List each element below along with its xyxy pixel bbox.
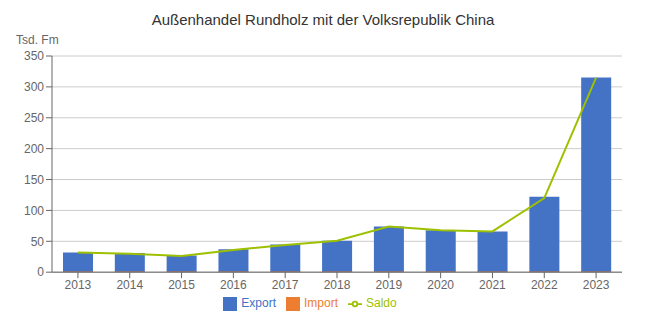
html-text:Außenhandel Rundholz mit der V: Außenhandel Rundholz mit der Volksrepubl…	[151, 11, 495, 28]
html-text:Import: Import	[304, 296, 338, 311]
svg-text:200: 200	[24, 142, 44, 156]
svg-text:2017: 2017	[272, 278, 299, 292]
svg-text:2015: 2015	[168, 278, 195, 292]
svg-text:250: 250	[24, 111, 44, 125]
html-text:Export: Export	[241, 296, 276, 311]
html-text:Tsd. Fm: Tsd. Fm	[16, 33, 59, 47]
svg-text:50: 50	[31, 235, 45, 249]
svg-text:2021: 2021	[479, 278, 506, 292]
svg-text:100: 100	[24, 204, 44, 218]
svg-text:2019: 2019	[375, 278, 402, 292]
svg-text:2022: 2022	[531, 278, 558, 292]
html-text:Saldo: Saldo	[366, 296, 397, 311]
svg-text:150: 150	[24, 173, 44, 187]
svg-text:2020: 2020	[427, 278, 454, 292]
svg-text:2016: 2016	[220, 278, 247, 292]
svg-text:2018: 2018	[324, 278, 351, 292]
svg-text:350: 350	[24, 49, 44, 63]
svg-text:2014: 2014	[116, 278, 143, 292]
svg-text:2013: 2013	[65, 278, 92, 292]
svg-text:300: 300	[24, 80, 44, 94]
svg-text:2023: 2023	[583, 278, 610, 292]
svg-text:0: 0	[37, 265, 44, 279]
